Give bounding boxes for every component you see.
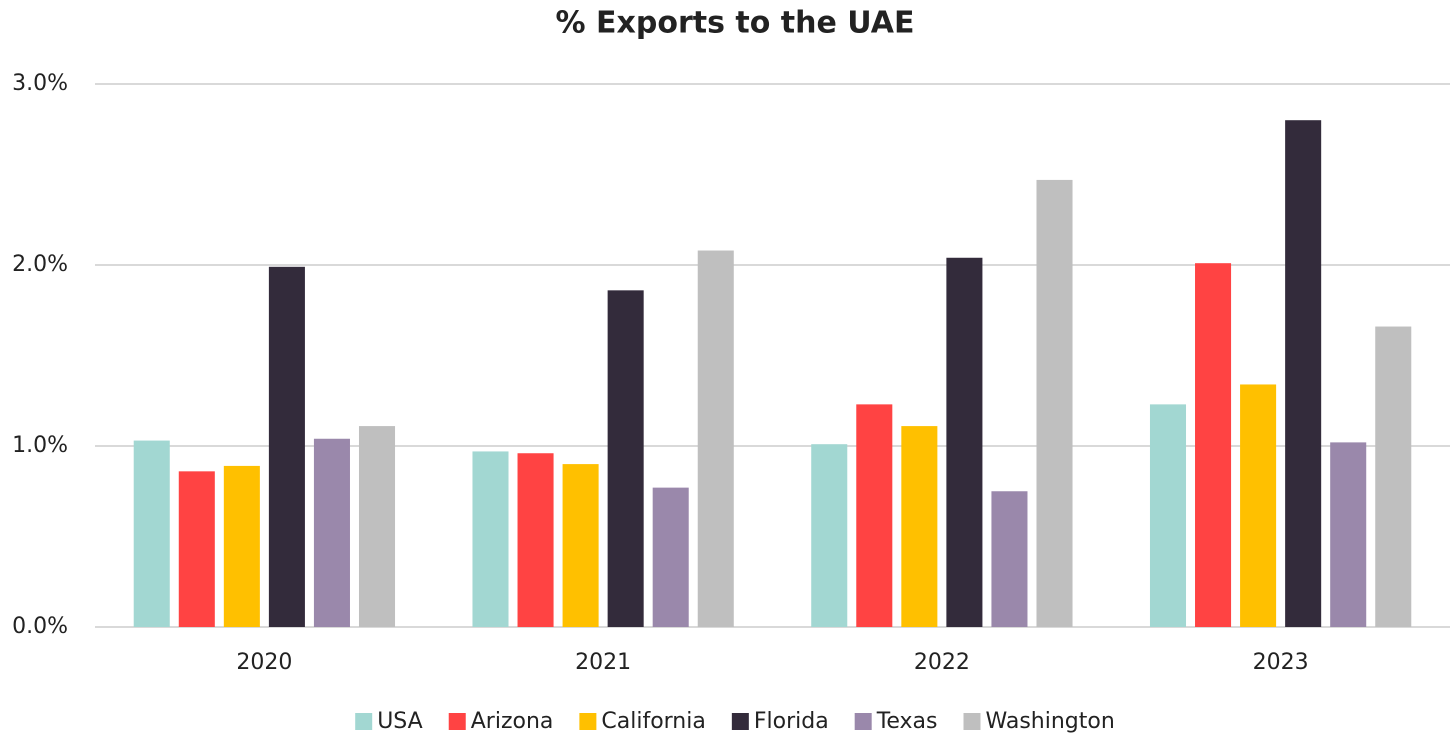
legend-label: Florida [754, 709, 829, 734]
bar [562, 464, 599, 627]
bar [1285, 120, 1322, 627]
bar [856, 404, 893, 627]
bar [472, 451, 509, 627]
y-tick-label: 1.0% [12, 433, 68, 458]
bar [1195, 263, 1232, 627]
bar [1036, 179, 1073, 627]
x-tick-label: 2023 [1253, 650, 1309, 675]
legend-label: USA [377, 709, 423, 734]
legend-label: California [601, 709, 705, 734]
bar [811, 444, 848, 627]
legend-swatch [448, 713, 466, 730]
bar [697, 250, 734, 627]
legend-swatch [579, 713, 597, 730]
legend-label: Arizona [471, 709, 554, 734]
bar [652, 487, 689, 627]
y-tick-label: 3.0% [12, 71, 68, 96]
bar [517, 453, 554, 627]
bar [946, 257, 983, 627]
bar [901, 426, 938, 627]
bar [313, 438, 350, 627]
bar [1240, 384, 1277, 627]
bar [1375, 326, 1412, 627]
y-tick-label: 2.0% [12, 252, 68, 277]
y-tick-label: 0.0% [12, 614, 68, 639]
legend-swatch [854, 713, 872, 730]
bar [1149, 404, 1187, 627]
bar [607, 290, 644, 627]
bar [268, 266, 305, 627]
bar [1330, 442, 1367, 627]
legend-swatch [355, 713, 373, 730]
bar [133, 440, 170, 627]
legend-swatch [963, 713, 981, 730]
bar [358, 426, 396, 627]
bar [223, 465, 260, 627]
x-tick-label: 2022 [914, 650, 970, 675]
x-tick-label: 2020 [236, 650, 292, 675]
legend-swatch [731, 713, 749, 730]
bar [178, 471, 215, 627]
legend-label: Texas [876, 709, 938, 734]
legend-label: Washington [986, 709, 1115, 734]
bar [991, 491, 1028, 627]
chart-title: % Exports to the UAE [556, 6, 915, 41]
x-tick-label: 2021 [575, 650, 631, 675]
